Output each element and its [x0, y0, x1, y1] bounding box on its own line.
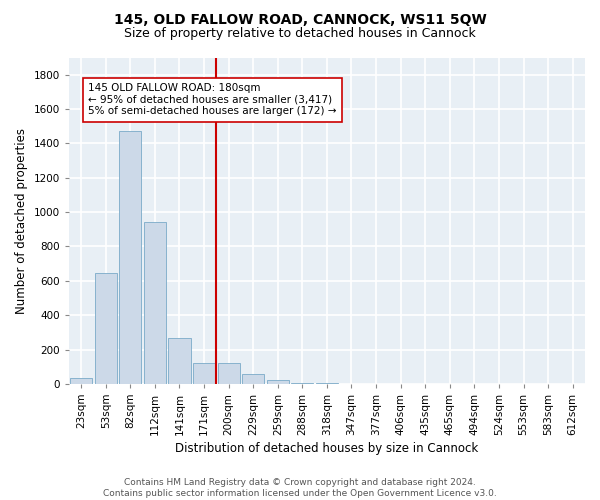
Text: 145 OLD FALLOW ROAD: 180sqm
← 95% of detached houses are smaller (3,417)
5% of s: 145 OLD FALLOW ROAD: 180sqm ← 95% of det… [88, 84, 337, 116]
Bar [144, 222, 166, 384]
Bar [291, 383, 313, 384]
Bar [119, 132, 142, 384]
Bar [242, 374, 264, 384]
Bar [95, 273, 117, 384]
Bar [70, 378, 92, 384]
Text: Contains HM Land Registry data © Crown copyright and database right 2024.
Contai: Contains HM Land Registry data © Crown c… [103, 478, 497, 498]
Bar [193, 364, 215, 384]
Bar [218, 364, 239, 384]
Text: 145, OLD FALLOW ROAD, CANNOCK, WS11 5QW: 145, OLD FALLOW ROAD, CANNOCK, WS11 5QW [113, 12, 487, 26]
Text: Size of property relative to detached houses in Cannock: Size of property relative to detached ho… [124, 28, 476, 40]
Bar [316, 383, 338, 384]
Y-axis label: Number of detached properties: Number of detached properties [15, 128, 28, 314]
X-axis label: Distribution of detached houses by size in Cannock: Distribution of detached houses by size … [175, 442, 479, 455]
Bar [266, 380, 289, 384]
Bar [169, 338, 191, 384]
